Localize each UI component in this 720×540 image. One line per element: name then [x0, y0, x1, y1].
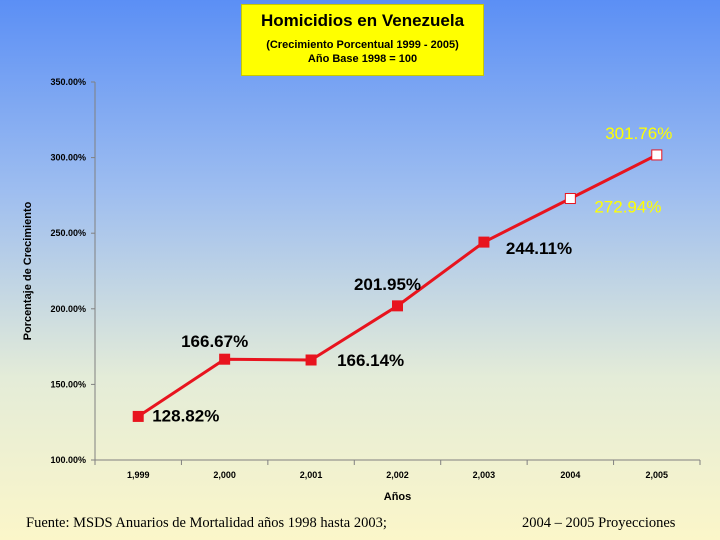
projected-data-point: [651, 149, 663, 161]
chart-subtitle: (Crecimiento Porcentual 1999 - 2005): [266, 39, 459, 51]
x-tick-label: 1,999: [127, 470, 150, 480]
chart-axes: 100.00% 150.00% 200.00% 250.00% 300.00% 350.0…: [22, 77, 701, 503]
chart-title-box: Homicidios en Venezuela (Crecimiento Por…: [241, 4, 484, 76]
chart-base-note: Año Base 1998 = 100: [307, 53, 418, 65]
data-point: [219, 353, 231, 365]
data-point: [478, 236, 490, 248]
data-point: [305, 354, 317, 366]
chart-data-labels: 128.82% 166.67% 166.14% 201.95% 244.11% 272.9…: [152, 124, 672, 425]
y-axis-title: Porcentaje de Crecimiento: [22, 201, 34, 340]
data-label: 128.82%: [152, 406, 219, 425]
x-tick-label: 2,000: [213, 470, 236, 480]
source-note: Fuente: MSDS Anuarios de Mortalidad años…: [26, 515, 387, 531]
y-tick-label: 350.00%: [50, 77, 86, 87]
y-tick-label: 150.00%: [50, 379, 86, 389]
x-tick-label: 2,002: [386, 470, 409, 480]
y-tick-label: 300.00%: [50, 153, 86, 163]
x-tick-label: 2,001: [300, 470, 323, 480]
x-tick-label: 2,003: [473, 470, 496, 480]
projection-note: 2004 – 2005 Proyecciones: [522, 515, 676, 531]
x-tick-label: 2004: [560, 470, 580, 480]
data-point: [132, 410, 144, 422]
projected-data-point: [564, 193, 576, 205]
data-point: [392, 300, 403, 312]
chart-series: [132, 149, 663, 422]
chart-title: Homicidios en Venezuela: [260, 11, 465, 30]
data-label: 301.76%: [605, 124, 672, 143]
y-tick-label: 250.00%: [50, 228, 86, 238]
y-tick-label: 100.00%: [50, 455, 86, 465]
data-label: 244.11%: [506, 239, 572, 258]
data-label: 201.95%: [354, 275, 421, 294]
data-label: 166.67%: [181, 332, 248, 351]
y-tick-label: 200.00%: [50, 304, 86, 314]
data-label: 272.94%: [594, 198, 661, 217]
x-tick-label: 2,005: [646, 470, 669, 480]
data-label: 166.14%: [337, 351, 404, 370]
x-axis-title: Años: [384, 491, 412, 503]
